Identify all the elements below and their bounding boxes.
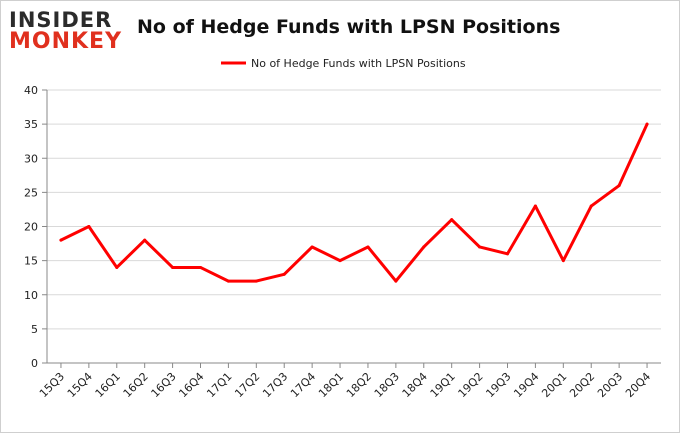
y-tick-label: 15 xyxy=(24,255,38,268)
x-tick-label: 15Q4 xyxy=(65,370,95,400)
series-layer xyxy=(59,122,649,283)
data-point xyxy=(310,245,314,249)
data-point xyxy=(143,238,147,242)
x-tick-label: 16Q3 xyxy=(149,370,179,400)
data-point xyxy=(450,218,454,222)
data-point xyxy=(338,259,342,263)
legend-label: No of Hedge Funds with LPSN Positions xyxy=(251,57,466,70)
x-tick-label: 17Q2 xyxy=(232,370,262,400)
data-point xyxy=(645,122,649,126)
data-point xyxy=(87,225,91,228)
x-tick-label: 16Q4 xyxy=(176,370,206,400)
data-point xyxy=(254,279,258,283)
data-point xyxy=(422,245,426,249)
y-tick-label: 10 xyxy=(24,289,38,302)
x-tick-label: 17Q1 xyxy=(204,370,234,400)
data-point xyxy=(561,259,565,263)
x-tick-label: 19Q2 xyxy=(456,370,486,400)
data-point xyxy=(533,204,537,208)
x-tick-label: 18Q2 xyxy=(344,370,374,400)
data-point xyxy=(59,238,63,242)
x-tick-label: 20Q2 xyxy=(567,370,597,400)
grid-lines xyxy=(47,89,661,364)
y-tick-label: 40 xyxy=(24,84,38,97)
chart-title: No of Hedge Funds with LPSN Positions xyxy=(137,16,561,38)
insider-monkey-logo: INSIDER MONKEY xyxy=(9,9,129,57)
x-tick-label: 20Q1 xyxy=(539,370,569,400)
x-tick-label: 19Q1 xyxy=(428,370,458,400)
y-tick-label: 20 xyxy=(24,221,38,234)
x-tick-label: 16Q1 xyxy=(93,370,123,400)
x-tick-label: 20Q3 xyxy=(595,370,625,400)
x-tick-label: 18Q1 xyxy=(316,370,346,400)
data-point xyxy=(394,279,398,283)
data-point xyxy=(282,272,286,276)
data-point xyxy=(199,265,202,269)
series-line xyxy=(59,122,649,283)
y-tick-label: 30 xyxy=(24,152,38,165)
data-point xyxy=(506,252,509,256)
x-tick-label: 16Q2 xyxy=(121,370,151,400)
data-point xyxy=(171,265,175,269)
data-point xyxy=(478,245,482,249)
x-tick-label: 19Q4 xyxy=(511,370,541,400)
x-tick-label: 17Q4 xyxy=(288,370,318,400)
y-tick-label: 25 xyxy=(24,186,38,199)
x-tick-label: 18Q3 xyxy=(372,370,402,400)
x-tick-label: 17Q3 xyxy=(260,370,290,400)
y-tick-label: 35 xyxy=(24,118,38,131)
x-tick-label: 18Q4 xyxy=(400,370,430,400)
x-tick-label: 15Q3 xyxy=(37,370,67,400)
logo-word-insider: INSIDER xyxy=(9,8,113,32)
data-point xyxy=(226,279,230,283)
y-tick-label: 0 xyxy=(31,357,38,370)
data-point xyxy=(366,245,370,249)
data-point xyxy=(589,204,593,208)
x-tick-label: 19Q3 xyxy=(483,370,513,400)
data-point xyxy=(115,265,119,269)
x-tick-label: 20Q4 xyxy=(623,370,653,400)
legend: No of Hedge Funds with LPSN Positions xyxy=(221,57,466,70)
y-tick-label: 5 xyxy=(31,323,38,336)
logo-word-monkey: MONKEY xyxy=(9,29,123,54)
axes: 0 5 10 15 20 25 30 35 40 15Q315Q416Q116Q216Q316Q4… xyxy=(24,84,661,400)
data-point xyxy=(617,184,621,188)
